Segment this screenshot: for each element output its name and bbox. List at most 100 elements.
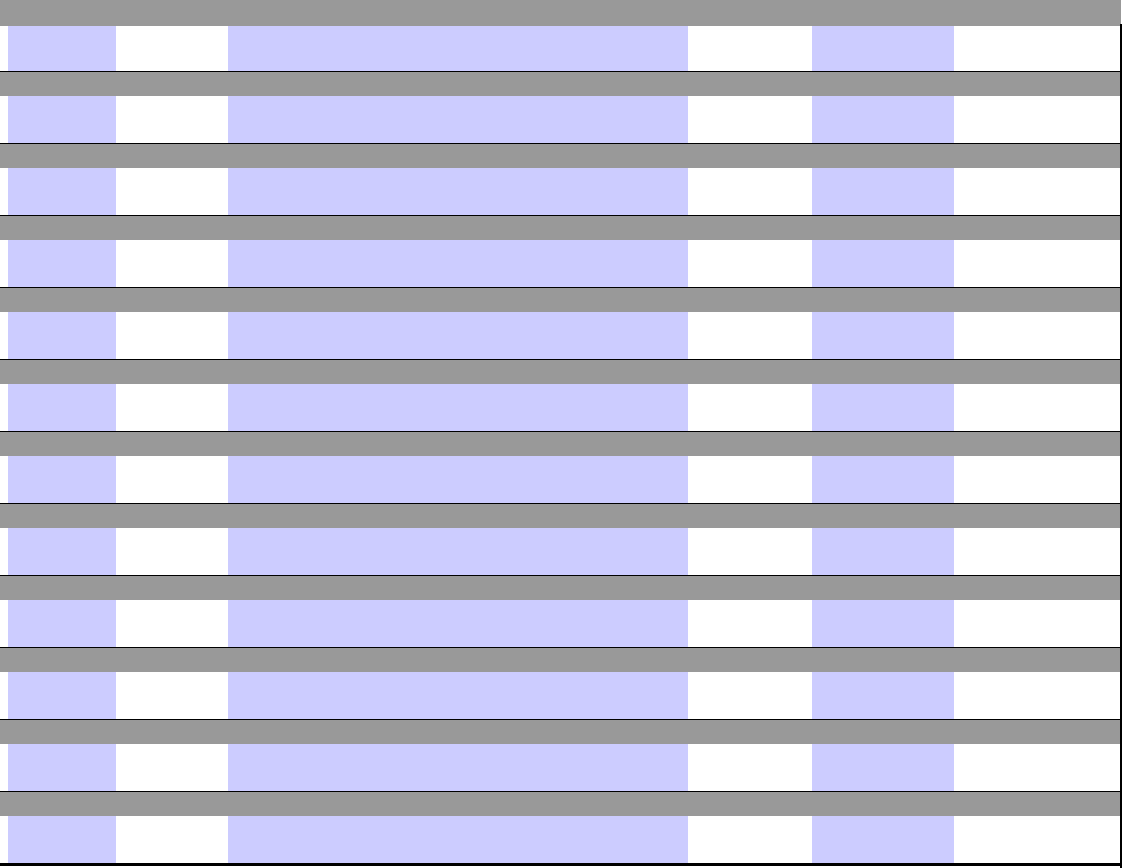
table-row — [0, 384, 1121, 432]
table-cell — [688, 456, 812, 503]
table-row-group — [0, 792, 1121, 866]
table-cell — [688, 600, 812, 647]
table-cell — [954, 744, 1120, 791]
table-row-group — [0, 576, 1121, 648]
table-cell — [8, 312, 116, 359]
row-header-band — [0, 144, 1121, 168]
table-cell — [8, 26, 116, 71]
table-cell — [954, 312, 1120, 359]
table-cell — [228, 456, 688, 503]
table-cell — [116, 600, 228, 647]
table-cell — [812, 26, 954, 71]
table-cell — [954, 816, 1120, 863]
table-cell — [0, 672, 8, 719]
table-row — [0, 312, 1121, 360]
table-cell — [812, 168, 954, 215]
table-row — [0, 816, 1121, 866]
table-cell — [812, 672, 954, 719]
table-cell — [116, 672, 228, 719]
table-cell — [954, 528, 1120, 575]
table-cell — [954, 600, 1120, 647]
table-cell — [0, 816, 8, 863]
table-cell — [688, 26, 812, 71]
table-cell — [688, 528, 812, 575]
table-row-group — [0, 360, 1121, 432]
table-row — [0, 600, 1121, 648]
table-cell — [8, 816, 116, 863]
table-cell — [116, 26, 228, 71]
table-row-group — [0, 0, 1121, 72]
table-cell — [0, 96, 8, 143]
table-cell — [954, 456, 1120, 503]
table-cell — [116, 240, 228, 287]
table-cell — [688, 96, 812, 143]
table-cell — [116, 168, 228, 215]
table-row-group — [0, 720, 1121, 792]
table-cell — [954, 672, 1120, 719]
table-row — [0, 26, 1121, 72]
table-cell — [0, 168, 8, 215]
table-row-group — [0, 288, 1121, 360]
table-row — [0, 528, 1121, 576]
table-row — [0, 456, 1121, 504]
table-cell — [954, 240, 1120, 287]
table-cell — [228, 816, 688, 863]
table-cell — [688, 240, 812, 287]
table-row — [0, 240, 1121, 288]
table-cell — [954, 26, 1120, 71]
table-cell — [812, 384, 954, 431]
table-cell — [812, 240, 954, 287]
row-header-band — [0, 432, 1121, 456]
table-cell — [8, 384, 116, 431]
table-cell — [116, 312, 228, 359]
table-cell — [812, 96, 954, 143]
table-cell — [116, 816, 228, 863]
row-header-band — [0, 288, 1121, 312]
table-cell — [8, 528, 116, 575]
table-cell — [812, 816, 954, 863]
table-cell — [0, 26, 8, 71]
row-header-band — [0, 720, 1121, 744]
table-cell — [954, 384, 1120, 431]
table-cell — [116, 744, 228, 791]
table-cell — [228, 240, 688, 287]
table-row-group — [0, 504, 1121, 576]
table-cell — [688, 744, 812, 791]
table-cell — [8, 456, 116, 503]
table-cell — [116, 96, 228, 143]
table-cell — [228, 312, 688, 359]
table-cell — [0, 600, 8, 647]
row-header-band — [0, 648, 1121, 672]
table-cell — [954, 168, 1120, 215]
table-cell — [688, 168, 812, 215]
table-cell — [8, 96, 116, 143]
table-cell — [228, 26, 688, 71]
table-row-group — [0, 432, 1121, 504]
table-cell — [0, 312, 8, 359]
table-cell — [0, 240, 8, 287]
table-cell — [0, 744, 8, 791]
table-cell — [228, 672, 688, 719]
table-cell — [812, 456, 954, 503]
row-header-band — [0, 504, 1121, 528]
table-cell — [8, 240, 116, 287]
table-cell — [8, 672, 116, 719]
table-cell — [812, 312, 954, 359]
table-cell — [228, 744, 688, 791]
row-header-band — [0, 576, 1121, 600]
table-cell — [812, 600, 954, 647]
row-header-band — [0, 360, 1121, 384]
row-header-band — [0, 0, 1121, 26]
table-row — [0, 96, 1121, 144]
table-cell — [0, 528, 8, 575]
table-cell — [116, 384, 228, 431]
table-cell — [116, 528, 228, 575]
table-row — [0, 672, 1121, 720]
row-header-band — [0, 72, 1121, 96]
table-right-border — [1120, 24, 1122, 868]
table-cell — [228, 96, 688, 143]
table-cell — [954, 96, 1120, 143]
table-cell — [8, 744, 116, 791]
table-row — [0, 168, 1121, 216]
